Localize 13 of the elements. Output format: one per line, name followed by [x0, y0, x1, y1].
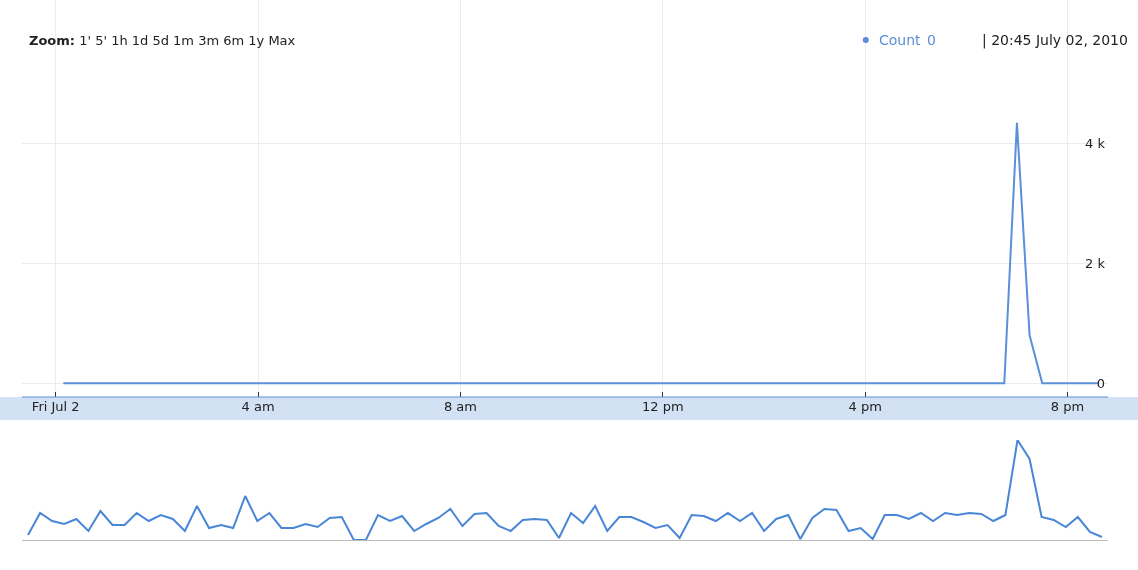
x-tick-label: Fri Jul 2 [31, 399, 80, 414]
annotation: | 20:45 July 02, 2010 [982, 32, 1128, 49]
y-tick-label: 0 [1096, 375, 1105, 391]
legend-label: Count [879, 32, 922, 48]
x-tick-label: 8 pm [1050, 399, 1085, 414]
x-tick-label: 4 am [241, 399, 275, 414]
annotation: Zoom: 1' 5' 1h 1d 5d 1m 3m 6m 1y Max [29, 33, 296, 48]
y-tick-label: 4 k [1085, 136, 1106, 152]
annotation: 0 [927, 32, 936, 48]
y-tick-label: 2 k [1085, 256, 1106, 272]
x-tick-label: 8 am [443, 399, 477, 414]
x-tick-label: 12 pm [642, 399, 684, 414]
x-tick-label: 4 pm [848, 399, 882, 414]
